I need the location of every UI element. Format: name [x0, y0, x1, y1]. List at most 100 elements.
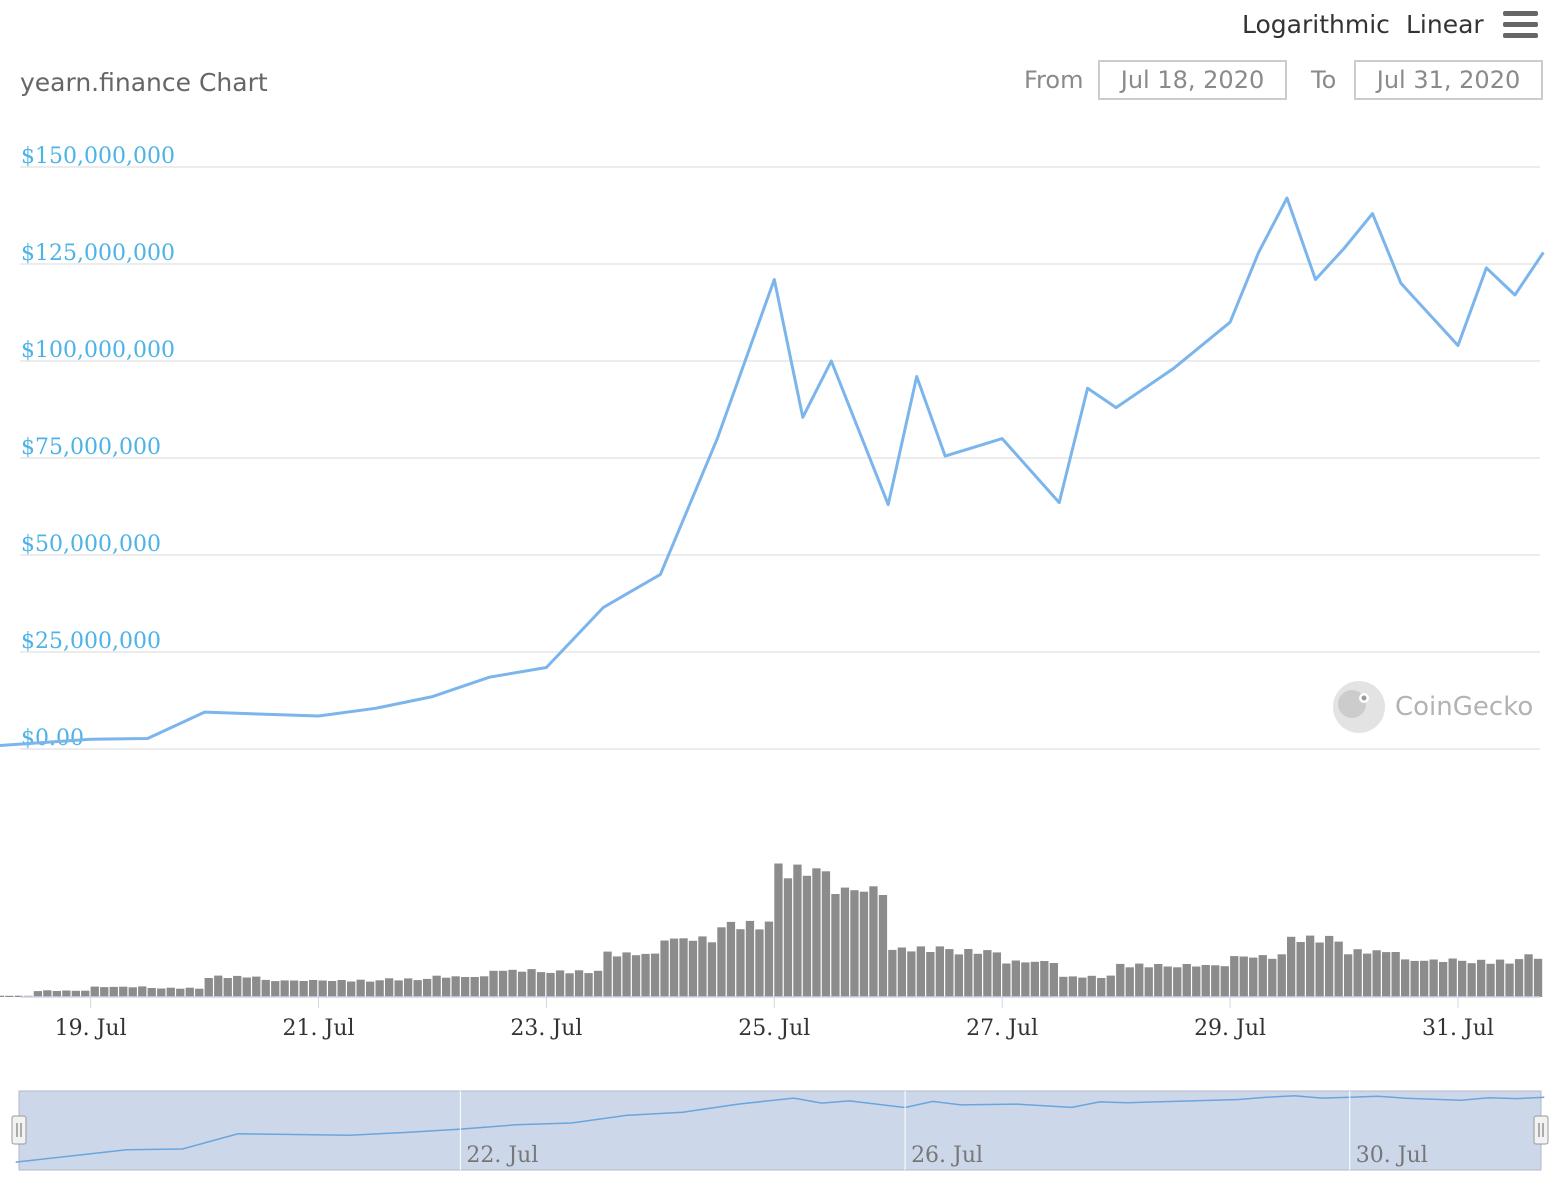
volume-bar	[555, 970, 565, 997]
volume-bar	[299, 981, 308, 997]
y-axis-labels: $0.00 $25,000,000 $50,000,000 $75,000,000 $1…	[21, 144, 175, 751]
volume-bar	[166, 987, 175, 997]
x-tick-label: 19. Jul	[55, 1016, 127, 1041]
volume-bar	[347, 981, 356, 997]
y-tick-label: $150,000,000	[21, 144, 175, 169]
gecko-head-shape	[1338, 690, 1366, 718]
x-tick-label: 21. Jul	[283, 1016, 355, 1041]
volume-bar	[157, 988, 166, 997]
volume-bar	[1448, 958, 1457, 997]
volume-bar	[1334, 941, 1343, 997]
volume-bar	[1505, 963, 1514, 997]
watermark-text: CoinGecko	[1395, 692, 1533, 722]
volume-bar	[1467, 963, 1476, 997]
volume-bar	[394, 980, 403, 997]
volume-bar	[612, 956, 622, 997]
volume-bar	[176, 988, 185, 997]
volume-bar	[1382, 952, 1391, 997]
volume-bar	[698, 936, 707, 997]
volume-bar	[1173, 967, 1182, 997]
volume-bar	[688, 940, 698, 997]
hamburger-menu-icon[interactable]	[1503, 11, 1538, 39]
volume-bar	[337, 980, 346, 997]
volume-bar	[1021, 962, 1030, 997]
coingecko-watermark: CoinGecko	[1333, 681, 1533, 733]
volume-bar	[1401, 959, 1410, 997]
volume-bar	[309, 980, 318, 997]
navigator-tick-label: 30. Jul	[1356, 1143, 1428, 1168]
navigator-tick-label: 26. Jul	[911, 1143, 983, 1168]
volume-bar	[242, 977, 251, 997]
to-date-input[interactable]	[1354, 60, 1543, 100]
navigator-left-handle[interactable]	[11, 1115, 27, 1145]
y-tick-label: $25,000,000	[21, 629, 161, 654]
volume-bar	[1192, 966, 1201, 997]
volume-bar	[508, 969, 517, 997]
volume-bar	[461, 977, 470, 997]
volume-bar	[1268, 958, 1277, 997]
volume-bar	[527, 969, 536, 997]
volume-bar	[432, 975, 441, 997]
volume-bar	[366, 981, 375, 997]
volume-bar	[745, 920, 755, 997]
y-tick-label: $50,000,000	[21, 532, 161, 557]
volume-bar	[1420, 960, 1429, 997]
volume-bar	[1239, 956, 1248, 997]
volume-bar	[423, 978, 432, 997]
volume-bar	[290, 980, 299, 997]
volume-bar	[271, 981, 280, 997]
volume-bar	[755, 929, 764, 997]
y-tick-label: $100,000,000	[21, 338, 175, 363]
volume-bar	[631, 955, 641, 997]
volume-bar	[897, 947, 906, 997]
volume-bar	[954, 954, 963, 997]
volume-bar	[1059, 976, 1068, 997]
from-date-input[interactable]	[1098, 60, 1287, 100]
volume-bar	[385, 978, 394, 997]
volume-bar	[1533, 958, 1543, 997]
volume-bar	[33, 991, 42, 997]
navigator-tick-label: 22. Jul	[466, 1143, 538, 1168]
volume-bar	[1211, 965, 1220, 997]
volume-bar	[195, 988, 204, 997]
volume-bar	[1477, 959, 1486, 997]
volume-bar	[983, 950, 992, 997]
volume-bar	[185, 987, 194, 997]
volume-bar	[1049, 963, 1058, 997]
volume-bar	[831, 894, 840, 997]
volume-bar	[1495, 959, 1505, 997]
volume-bar	[783, 878, 793, 997]
volume-bar	[356, 979, 365, 997]
volume-bar	[119, 986, 128, 997]
volume-bar	[1353, 949, 1362, 997]
volume-bar	[1296, 942, 1305, 997]
volume-bar	[470, 977, 479, 997]
price-line	[0, 196, 1545, 748]
x-tick-label: 23. Jul	[510, 1016, 582, 1041]
y-tick-label: $125,000,000	[21, 241, 175, 266]
volume-bar	[878, 895, 888, 997]
volume-bar	[707, 942, 717, 997]
volume-bar	[1514, 959, 1524, 997]
logarithmic-scale-button[interactable]: Logarithmic	[1242, 10, 1390, 39]
volume-bar	[1524, 954, 1533, 997]
volume-bar	[52, 991, 61, 997]
volume-bar	[964, 949, 973, 997]
navigator[interactable]: 22. Jul 26. Jul 30. Jul	[11, 1090, 1549, 1171]
volume-bar	[252, 976, 261, 997]
volume-bar	[1163, 966, 1172, 997]
volume-bar	[574, 970, 584, 997]
volume-bar	[717, 927, 726, 997]
navigator-right-handle[interactable]	[1533, 1115, 1549, 1145]
navigator-background	[18, 1090, 1542, 1171]
volume-bar	[565, 973, 574, 997]
volume-bar	[869, 886, 878, 997]
volume-bar	[1201, 965, 1210, 997]
volume-bar	[375, 980, 384, 997]
volume-bar	[147, 988, 156, 997]
linear-scale-button[interactable]: Linear	[1406, 10, 1484, 39]
volume-bar	[584, 973, 593, 997]
volume-bar	[650, 953, 660, 997]
volume-bar	[81, 990, 90, 997]
volume-bar	[498, 970, 508, 997]
